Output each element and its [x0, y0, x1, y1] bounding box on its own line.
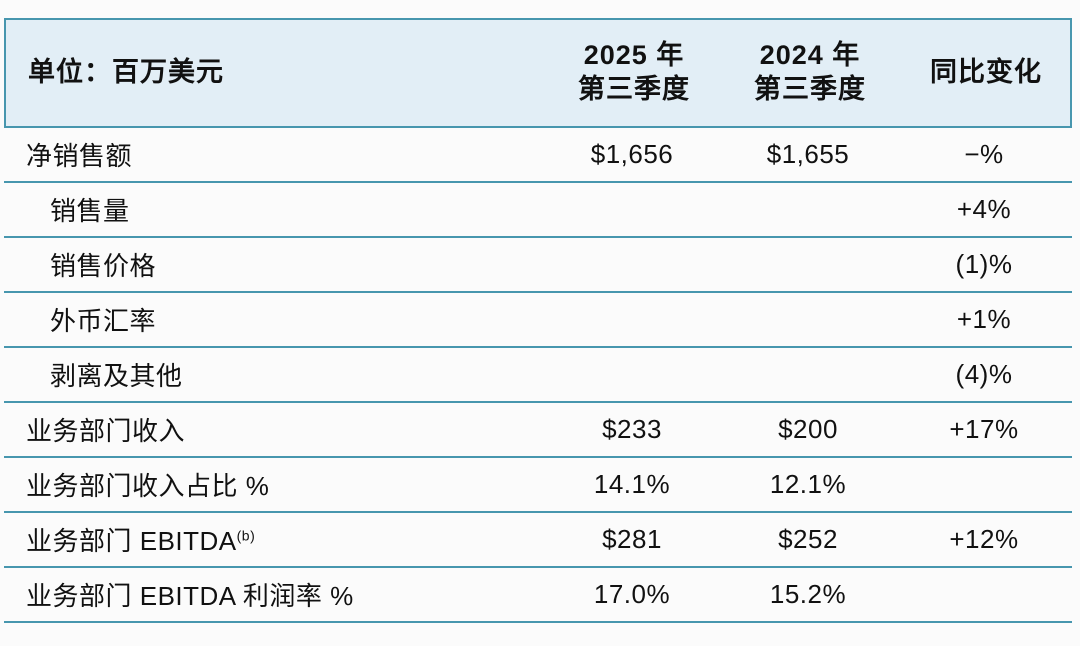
- value-yoy-change: +12%: [949, 524, 1019, 554]
- header-unit-label: 单位：百万美元: [28, 57, 224, 88]
- row-label-text: 销售价格: [50, 251, 157, 281]
- table-row: 业务部门收入 $233 $200 +17%: [4, 403, 1072, 458]
- row-label-text: 业务部门 EBITDA: [26, 526, 237, 556]
- row-label-text: 外币汇率: [50, 306, 157, 336]
- value-yoy-change: +1%: [956, 304, 1012, 334]
- value-2024-q3: $252: [778, 524, 838, 554]
- row-label-text: 业务部门 EBITDA 利润率 %: [26, 581, 354, 611]
- row-label: 销售量: [4, 191, 544, 228]
- row-label: 剥离及其他: [4, 356, 544, 393]
- value-2024-q3: $200: [778, 414, 838, 444]
- row-label: 业务部门 EBITDA 利润率 %: [4, 576, 544, 613]
- table-row: 业务部门 EBITDA 利润率 % 17.0% 15.2%: [4, 568, 1072, 623]
- value-2025-q3: 17.0%: [593, 579, 671, 609]
- table-row: 外币汇率 +1%: [4, 293, 1072, 348]
- value-yoy-change: (4)%: [955, 359, 1013, 389]
- table-header-row: 单位：百万美元 2025 年 第三季度 2024 年 第三季度 同比变化: [4, 18, 1072, 128]
- table-row: 销售量 +4%: [4, 183, 1072, 238]
- row-label: 业务部门收入占比 %: [4, 466, 544, 503]
- row-label: 销售价格: [4, 246, 544, 283]
- header-col-2025-q3: 2025 年 第三季度: [578, 40, 690, 104]
- row-label-text: 剥离及其他: [50, 361, 183, 391]
- table-row: 业务部门收入占比 % 14.1% 12.1%: [4, 458, 1072, 513]
- table-row: 销售价格 (1)%: [4, 238, 1072, 293]
- footnote-marker: (b): [236, 527, 256, 544]
- value-yoy-change: (1)%: [955, 249, 1013, 279]
- row-label-text: 销售量: [50, 196, 130, 226]
- table-row: 净销售额 $1,656 $1,655 −%: [4, 128, 1072, 183]
- value-2024-q3: 12.1%: [769, 469, 847, 499]
- table-row: 剥离及其他 (4)%: [4, 348, 1072, 403]
- value-2025-q3: $233: [602, 414, 662, 444]
- row-label-text: 净销售额: [26, 141, 133, 171]
- value-yoy-change: −%: [964, 139, 1004, 169]
- row-label-text: 业务部门收入占比 %: [26, 471, 270, 501]
- table-body: 净销售额 $1,656 $1,655 −% 销售量 +4% 销售价格 (1)% …: [4, 128, 1072, 623]
- value-yoy-change: +4%: [956, 194, 1012, 224]
- row-label: 业务部门 EBITDA(b): [4, 521, 544, 558]
- value-2025-q3: $1,656: [590, 139, 674, 169]
- financial-summary-table: 单位：百万美元 2025 年 第三季度 2024 年 第三季度 同比变化 净销售…: [4, 18, 1072, 623]
- row-label: 外币汇率: [4, 301, 544, 338]
- value-2025-q3: $281: [602, 524, 662, 554]
- header-col-2024-q3: 2024 年 第三季度: [754, 40, 866, 104]
- value-2025-q3: 14.1%: [593, 469, 671, 499]
- value-2024-q3: 15.2%: [769, 579, 847, 609]
- row-label: 净销售额: [4, 136, 544, 173]
- table-row: 业务部门 EBITDA(b) $281 $252 +12%: [4, 513, 1072, 568]
- value-2024-q3: $1,655: [766, 139, 850, 169]
- row-label: 业务部门收入: [4, 411, 544, 448]
- row-label-text: 业务部门收入: [26, 416, 186, 446]
- header-col-yoy-change: 同比变化: [930, 57, 1042, 88]
- value-yoy-change: +17%: [949, 414, 1019, 444]
